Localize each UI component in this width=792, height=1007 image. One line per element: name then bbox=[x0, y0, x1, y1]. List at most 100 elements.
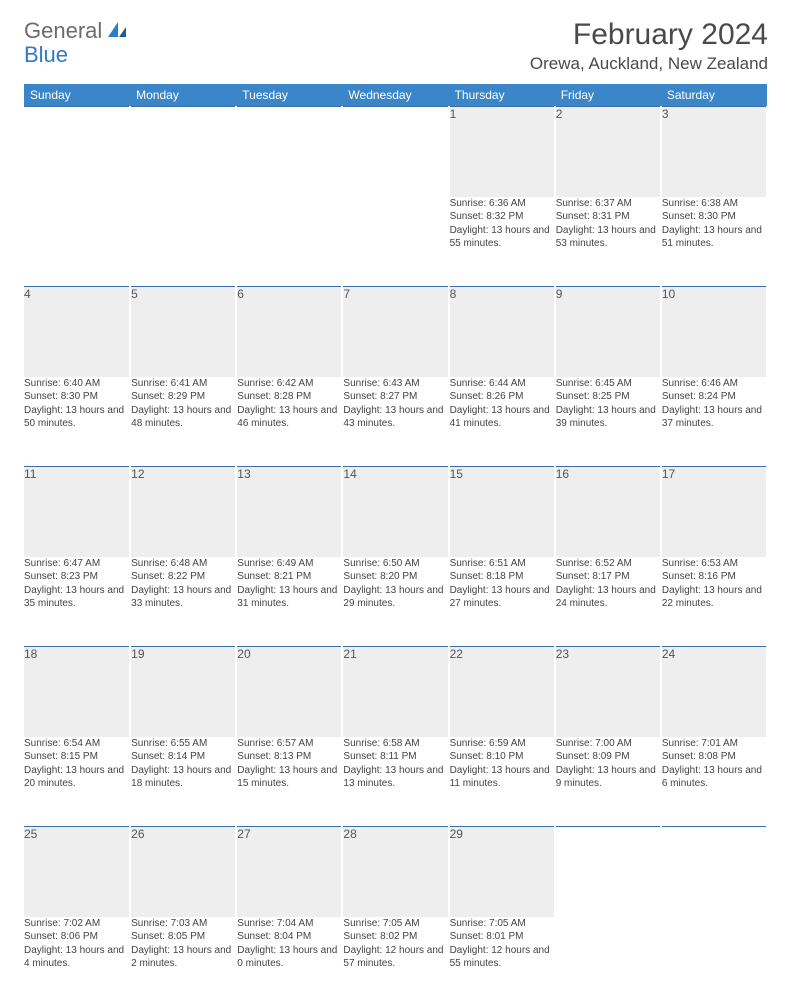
sunrise-text: Sunrise: 7:05 AM bbox=[450, 917, 554, 931]
day-content-cell: Sunrise: 7:03 AMSunset: 8:05 PMDaylight:… bbox=[130, 917, 236, 1007]
sunset-text: Sunset: 8:14 PM bbox=[131, 750, 235, 764]
day-number-cell: 20 bbox=[236, 647, 342, 737]
sunset-text: Sunset: 8:30 PM bbox=[662, 210, 766, 224]
day-number-cell: 15 bbox=[449, 467, 555, 557]
daylight-text: Daylight: 12 hours and 55 minutes. bbox=[450, 944, 554, 971]
day-content-cell: Sunrise: 6:59 AMSunset: 8:10 PMDaylight:… bbox=[449, 737, 555, 827]
sunrise-text: Sunrise: 6:44 AM bbox=[450, 377, 554, 391]
day-number-cell bbox=[236, 107, 342, 197]
day-content-row: Sunrise: 6:36 AMSunset: 8:32 PMDaylight:… bbox=[24, 197, 767, 287]
sunset-text: Sunset: 8:09 PM bbox=[556, 750, 660, 764]
sunrise-text: Sunrise: 6:38 AM bbox=[662, 197, 766, 211]
sunrise-text: Sunrise: 7:05 AM bbox=[343, 917, 447, 931]
sunrise-text: Sunrise: 6:49 AM bbox=[237, 557, 341, 571]
location: Orewa, Auckland, New Zealand bbox=[530, 54, 768, 74]
sunrise-text: Sunrise: 6:59 AM bbox=[450, 737, 554, 751]
day-content-cell: Sunrise: 6:49 AMSunset: 8:21 PMDaylight:… bbox=[236, 557, 342, 647]
day-content-cell: Sunrise: 7:00 AMSunset: 8:09 PMDaylight:… bbox=[555, 737, 661, 827]
day-content-row: Sunrise: 6:47 AMSunset: 8:23 PM Daylight:… bbox=[24, 557, 767, 647]
sunrise-text: Sunrise: 6:43 AM bbox=[343, 377, 447, 391]
day-number-cell bbox=[555, 827, 661, 917]
sunset-text: Sunset: 8:16 PM bbox=[662, 570, 766, 584]
daylight-text: Daylight: 13 hours and 24 minutes. bbox=[556, 584, 660, 611]
logo-text-general: General bbox=[24, 18, 102, 44]
day-number-cell: 12 bbox=[130, 467, 236, 557]
weekday-header: Monday bbox=[130, 84, 236, 107]
sunset-text: Sunset: 8:08 PM bbox=[662, 750, 766, 764]
sunset-text: Sunset: 8:21 PM bbox=[237, 570, 341, 584]
day-number-cell: 3 bbox=[661, 107, 767, 197]
sunrise-text: Sunrise: 6:57 AM bbox=[237, 737, 341, 751]
daylight-text: Daylight: 13 hours and 48 minutes. bbox=[131, 404, 235, 431]
day-content-cell: Sunrise: 7:04 AMSunset: 8:04 PMDaylight:… bbox=[236, 917, 342, 1007]
sunrise-text: Sunrise: 7:01 AM bbox=[662, 737, 766, 751]
day-content-row: Sunrise: 6:40 AMSunset: 8:30 PMDaylight:… bbox=[24, 377, 767, 467]
day-content-cell bbox=[236, 197, 342, 287]
day-number-cell: 1 bbox=[449, 107, 555, 197]
sunset-text: Sunset: 8:29 PM bbox=[131, 390, 235, 404]
daylight-text: Daylight: 13 hours and 22 minutes. bbox=[662, 584, 766, 611]
sunrise-text: Sunrise: 6:55 AM bbox=[131, 737, 235, 751]
day-number-cell bbox=[130, 107, 236, 197]
day-number-row: 45678910 bbox=[24, 287, 767, 377]
daylight-text: Daylight: 13 hours and 20 minutes. bbox=[24, 764, 129, 791]
daylight-text: Daylight: 13 hours and 50 minutes. bbox=[24, 404, 129, 431]
day-number-cell: 10 bbox=[661, 287, 767, 377]
day-content-cell: Sunrise: 7:02 AMSunset: 8:06 PMDaylight:… bbox=[24, 917, 130, 1007]
sunrise-text: Sunrise: 6:54 AM bbox=[24, 737, 129, 751]
day-number-cell: 13 bbox=[236, 467, 342, 557]
sunset-text: Sunset: 8:27 PM bbox=[343, 390, 447, 404]
day-content-cell: Sunrise: 6:51 AMSunset: 8:18 PMDaylight:… bbox=[449, 557, 555, 647]
day-number-cell bbox=[661, 827, 767, 917]
day-content-cell: Sunrise: 6:58 AMSunset: 8:11 PMDaylight:… bbox=[342, 737, 448, 827]
sunrise-text: Sunrise: 7:04 AM bbox=[237, 917, 341, 931]
daylight-text: Daylight: 13 hours and 18 minutes. bbox=[131, 764, 235, 791]
day-content-cell: Sunrise: 6:54 AMSunset: 8:15 PMDaylight:… bbox=[24, 737, 130, 827]
sunrise-text: Sunrise: 6:58 AM bbox=[343, 737, 447, 751]
sunrise-text: Sunrise: 6:42 AM bbox=[237, 377, 341, 391]
sunset-text: Sunset: 8:15 PM bbox=[24, 750, 129, 764]
weekday-header: Friday bbox=[555, 84, 661, 107]
day-number-cell: 4 bbox=[24, 287, 130, 377]
sunset-text: Sunset: 8:22 PM bbox=[131, 570, 235, 584]
title-block: February 2024 Orewa, Auckland, New Zeala… bbox=[530, 18, 768, 74]
sunset-text: Sunset: 8:23 PM bbox=[24, 570, 129, 584]
logo-blue-wrap: Blue bbox=[24, 42, 68, 68]
sunrise-text: Sunrise: 6:37 AM bbox=[556, 197, 660, 211]
day-content-cell: Sunrise: 6:50 AMSunset: 8:20 PMDaylight:… bbox=[342, 557, 448, 647]
day-number-cell bbox=[342, 107, 448, 197]
sunset-text: Sunset: 8:17 PM bbox=[556, 570, 660, 584]
day-number-cell: 7 bbox=[342, 287, 448, 377]
day-content-cell: Sunrise: 6:46 AMSunset: 8:24 PMDaylight:… bbox=[661, 377, 767, 467]
daylight-text: Daylight: 13 hours and 13 minutes. bbox=[343, 764, 447, 791]
day-content-cell: Sunrise: 6:44 AMSunset: 8:26 PMDaylight:… bbox=[449, 377, 555, 467]
daylight-text: Daylight: 13 hours and 39 minutes. bbox=[556, 404, 660, 431]
sunrise-text: Sunrise: 6:47 AM bbox=[24, 557, 129, 571]
day-content-cell: Sunrise: 7:01 AMSunset: 8:08 PMDaylight:… bbox=[661, 737, 767, 827]
weekday-header: Wednesday bbox=[342, 84, 448, 107]
day-content-cell: Sunrise: 6:40 AMSunset: 8:30 PMDaylight:… bbox=[24, 377, 130, 467]
day-content-cell bbox=[661, 917, 767, 1007]
sunrise-text: Sunrise: 6:41 AM bbox=[131, 377, 235, 391]
weekday-header: Thursday bbox=[449, 84, 555, 107]
day-number-cell: 26 bbox=[130, 827, 236, 917]
day-number-cell: 24 bbox=[661, 647, 767, 737]
day-content-cell: Sunrise: 6:43 AMSunset: 8:27 PMDaylight:… bbox=[342, 377, 448, 467]
day-content-cell: Sunrise: 6:53 AMSunset: 8:16 PMDaylight:… bbox=[661, 557, 767, 647]
weekday-header: Saturday bbox=[661, 84, 767, 107]
sunrise-text: Sunrise: 6:48 AM bbox=[131, 557, 235, 571]
day-number-cell: 17 bbox=[661, 467, 767, 557]
day-number-cell: 2 bbox=[555, 107, 661, 197]
day-content-cell bbox=[24, 197, 130, 287]
day-content-cell bbox=[130, 197, 236, 287]
daylight-text: Daylight: 13 hours and 46 minutes. bbox=[237, 404, 341, 431]
day-number-cell: 22 bbox=[449, 647, 555, 737]
sunrise-text: Sunrise: 6:50 AM bbox=[343, 557, 447, 571]
day-number-cell: 28 bbox=[342, 827, 448, 917]
daylight-text: Daylight: 13 hours and 15 minutes. bbox=[237, 764, 341, 791]
sunrise-text: Sunrise: 6:45 AM bbox=[556, 377, 660, 391]
weekday-header: Tuesday bbox=[236, 84, 342, 107]
day-content-cell: Sunrise: 6:57 AMSunset: 8:13 PMDaylight:… bbox=[236, 737, 342, 827]
day-number-row: 18192021222324 bbox=[24, 647, 767, 737]
sunset-text: Sunset: 8:32 PM bbox=[450, 210, 554, 224]
